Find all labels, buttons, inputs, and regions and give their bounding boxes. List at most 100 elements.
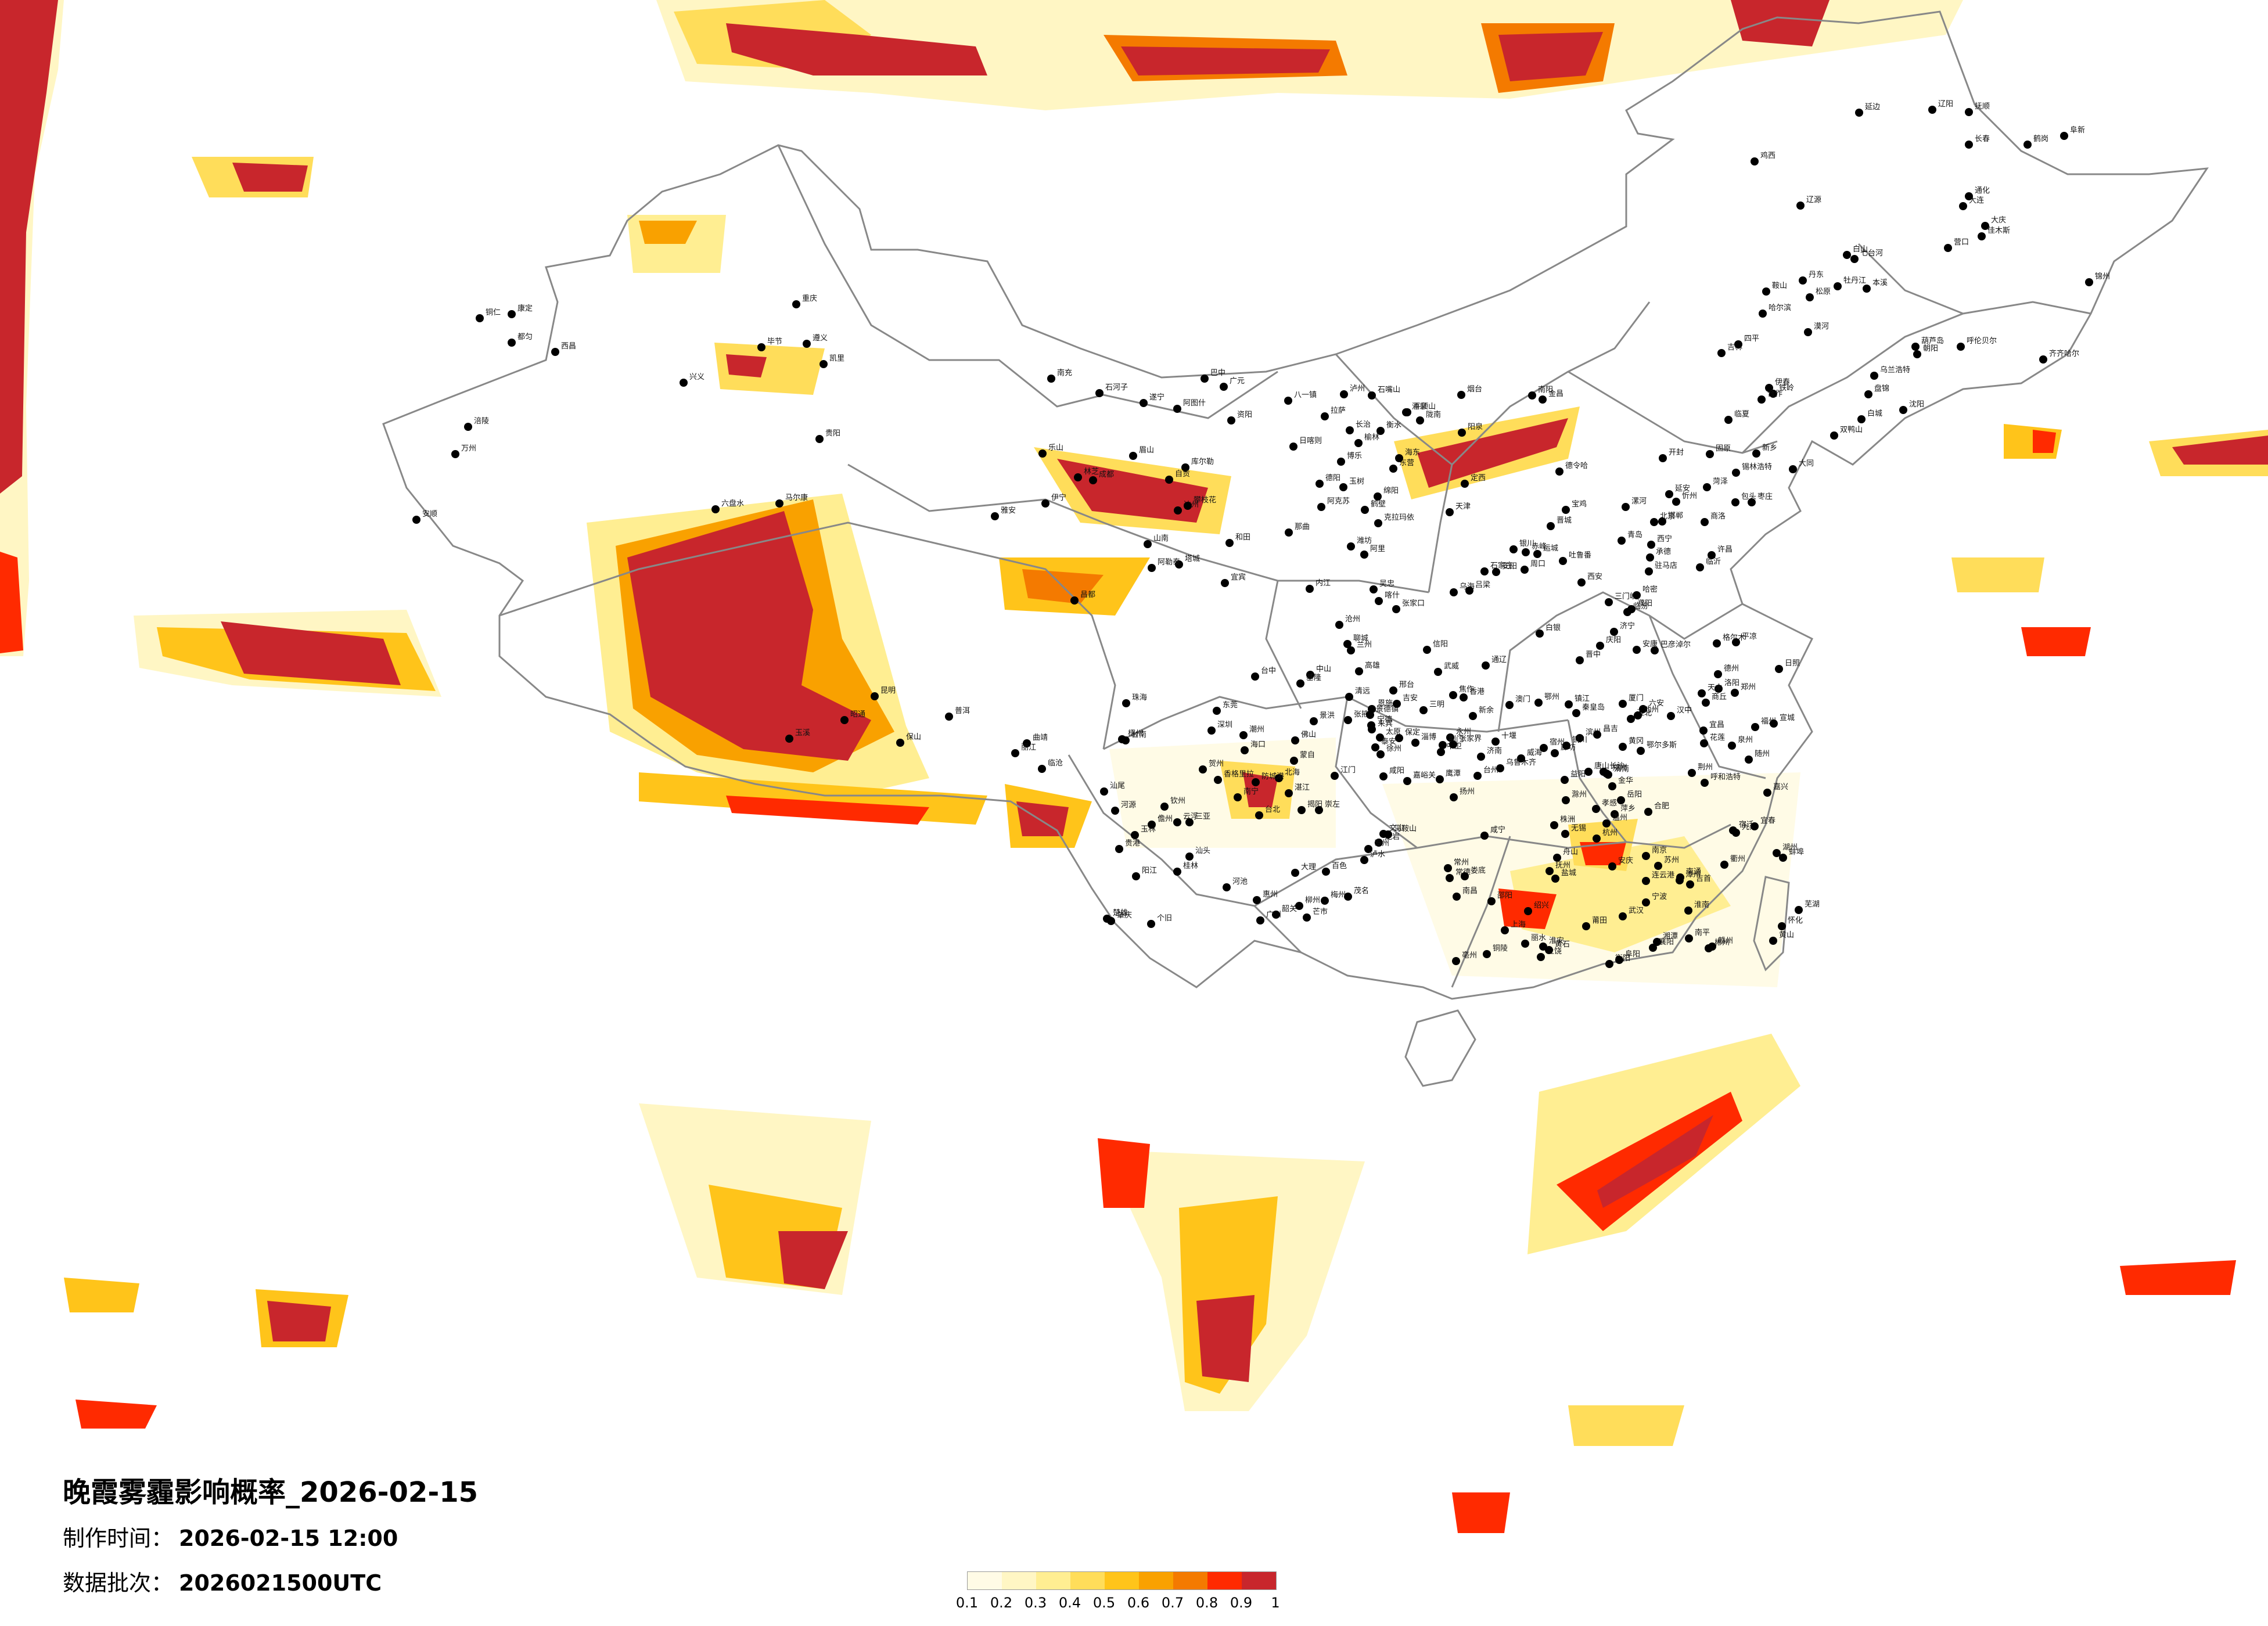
city-dot	[1796, 202, 1805, 210]
city-label: 普洱	[955, 707, 970, 715]
city-label: 台中	[1261, 667, 1276, 675]
city-dot	[1284, 397, 1292, 405]
city-label: 西宁	[1657, 534, 1672, 544]
city-dot	[1376, 733, 1384, 742]
city-dot	[1315, 480, 1324, 488]
city-dot	[792, 300, 800, 308]
city-label: 玉树	[1349, 477, 1364, 486]
production-time-value: 2026-02-15 12:00	[179, 1526, 398, 1551]
city-label: 商洛	[1710, 512, 1726, 521]
city-dot	[1322, 868, 1330, 876]
city-label: 临沂	[1706, 557, 1721, 566]
city-dot	[1509, 545, 1518, 553]
city-label: 广元	[1230, 377, 1245, 386]
city-dot	[785, 735, 793, 743]
city-dot	[1496, 764, 1504, 772]
city-dot	[1181, 463, 1189, 472]
city-label: 西安	[1587, 573, 1602, 581]
province-border	[1265, 580, 1302, 709]
city-label: 呼和浩特	[1710, 773, 1741, 782]
city-label: 陇南	[1426, 410, 1441, 419]
city-label: 都匀	[517, 333, 533, 341]
city-label: 吉首	[1696, 875, 1711, 883]
city-dot	[1618, 537, 1626, 545]
city-dot	[1375, 839, 1383, 847]
city-dot	[1592, 805, 1600, 813]
city-dot	[1644, 808, 1652, 816]
city-dot	[1449, 740, 1457, 749]
city-label: 南阳	[1538, 385, 1553, 394]
city-dot	[1379, 772, 1388, 780]
city-dot	[1615, 956, 1623, 964]
city-label: 大理	[1301, 863, 1316, 872]
city-dot	[1605, 960, 1613, 968]
legend-colorbar	[967, 1571, 1277, 1590]
haze-area	[76, 1400, 157, 1429]
city-dot	[1676, 873, 1684, 882]
city-label: 定西	[1471, 474, 1486, 483]
city-dot	[2085, 278, 2093, 286]
city-label: 拉萨	[1331, 406, 1346, 415]
city-dot	[1702, 699, 1710, 707]
city-dot	[1367, 721, 1375, 729]
city-dot	[1487, 897, 1496, 905]
city-label: 清远	[1355, 687, 1370, 696]
haze-area	[1568, 1405, 1684, 1446]
city-dot	[1686, 880, 1694, 888]
city-label: 焦作	[1459, 685, 1474, 694]
city-label: 贵阳	[825, 429, 840, 438]
province-border	[1428, 301, 1651, 593]
province-border	[1451, 836, 1511, 988]
city-dot	[1751, 822, 1759, 830]
city-dot	[1617, 796, 1625, 804]
city-dot	[991, 512, 999, 520]
city-dot	[464, 423, 472, 431]
city-label: 襄阳	[1659, 937, 1674, 947]
city-dot	[1698, 689, 1706, 697]
city-dot	[1769, 390, 1777, 398]
city-label: 马鞍山	[1394, 824, 1417, 833]
city-dot	[1252, 778, 1260, 786]
city-label: 三亚	[1195, 812, 1210, 821]
city-dot	[1453, 893, 1461, 901]
city-dot	[1461, 872, 1469, 880]
city-label: 连云港	[1652, 870, 1674, 880]
city-dot	[1461, 480, 1469, 488]
city-label: 安庆	[1618, 857, 1633, 865]
city-dot	[1392, 605, 1400, 613]
city-label: 丽江	[1021, 743, 1036, 752]
city-dot	[1843, 251, 1851, 259]
city-label: 阿克苏	[1327, 497, 1350, 506]
city-dot	[1775, 665, 1783, 673]
city-label: 成都	[1099, 470, 1114, 479]
city-dot	[1734, 340, 1742, 348]
legend-tick-label: 0.6	[1127, 1595, 1150, 1611]
city-label: 怀化	[1788, 916, 1803, 925]
haze-area	[267, 1301, 331, 1341]
city-label: 三明	[1429, 700, 1444, 709]
city-dot	[1521, 940, 1529, 948]
city-label: 信阳	[1433, 640, 1448, 649]
legend-tick-label: 1	[1271, 1595, 1280, 1611]
data-batch-label: 数据批次：	[63, 1570, 174, 1596]
city-label: 漳州	[1685, 870, 1701, 879]
city-label: 河池	[1232, 877, 1248, 886]
city-label: 白山	[1853, 244, 1868, 254]
city-dot	[1649, 944, 1657, 952]
city-label: 鄂州	[1544, 693, 1559, 702]
province-border	[1253, 905, 1302, 954]
city-dot	[1111, 807, 1119, 815]
city-label: 泰安	[1381, 738, 1396, 746]
city-label: 宁波	[1652, 892, 1667, 901]
city-label: 儋州	[1158, 815, 1173, 823]
city-dot	[1561, 830, 1569, 838]
city-dot	[1600, 768, 1608, 776]
city-label: 泸州	[1350, 384, 1365, 393]
city-dot	[1095, 389, 1104, 397]
city-dot	[1536, 629, 1544, 638]
city-dot	[1275, 774, 1283, 782]
hainan-border	[1404, 1009, 1476, 1087]
city-dot	[1446, 508, 1454, 516]
city-dot	[1199, 765, 1207, 774]
city-dot	[1605, 598, 1613, 606]
